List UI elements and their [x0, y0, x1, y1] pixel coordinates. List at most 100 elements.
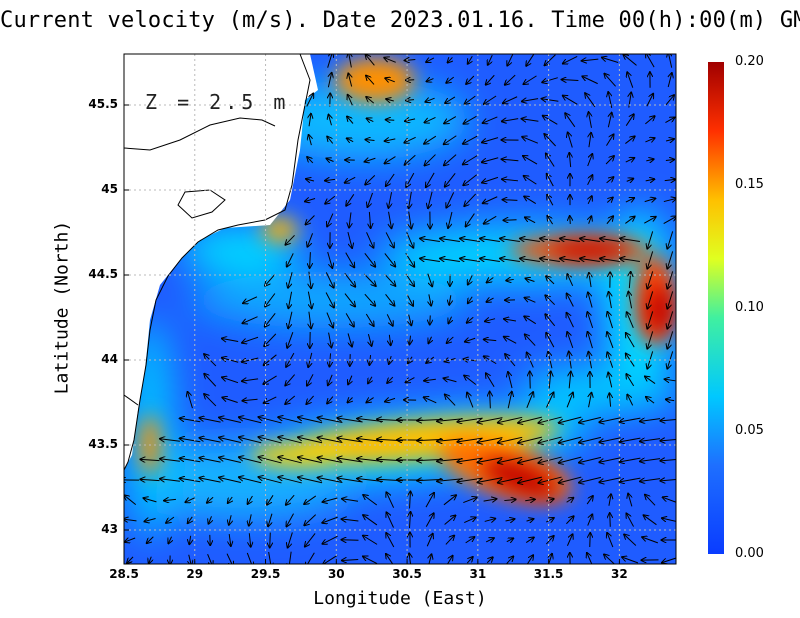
- velocity-arrow: [559, 416, 582, 423]
- velocity-arrow: [409, 314, 412, 326]
- velocity-arrow: [666, 399, 675, 400]
- velocity-arrow: [667, 331, 674, 348]
- velocity-arrow: [625, 136, 634, 144]
- velocity-arrow: [589, 112, 592, 128]
- velocity-arrow: [538, 436, 562, 443]
- velocity-arrow: [590, 533, 591, 548]
- velocity-arrow: [168, 536, 171, 544]
- velocity-arrow: [305, 199, 316, 202]
- velocity-arrow: [560, 239, 580, 242]
- velocity-arrow: [405, 154, 416, 165]
- velocity-arrow: [522, 137, 539, 144]
- velocity-arrow: [500, 259, 520, 262]
- velocity-arrow: [647, 251, 654, 268]
- velocity-arrow: [409, 553, 411, 564]
- velocity-arrow: [429, 294, 431, 305]
- velocity-arrow: [347, 333, 352, 346]
- x-axis-label: Longitude (East): [313, 588, 487, 609]
- velocity-arrow: [365, 175, 376, 184]
- velocity-arrow: [482, 157, 499, 163]
- velocity-arrow: [259, 417, 282, 424]
- velocity-arrow: [543, 116, 558, 125]
- velocity-arrow: [444, 516, 456, 525]
- velocity-arrow: [149, 556, 152, 564]
- velocity-arrow: [365, 158, 376, 161]
- velocity-arrow: [242, 399, 258, 401]
- velocity-arrow: [287, 253, 294, 266]
- velocity-arrow: [449, 295, 451, 305]
- velocity-arrow: [309, 114, 311, 127]
- velocity-arrow: [367, 118, 374, 121]
- velocity-arrow: [366, 76, 375, 85]
- velocity-arrow: [647, 311, 654, 328]
- velocity-arrow: [538, 476, 562, 483]
- velocity-arrow: [624, 534, 637, 546]
- velocity-arrow: [144, 519, 156, 522]
- velocity-arrow: [547, 174, 554, 187]
- velocity-arrow: [500, 239, 520, 242]
- velocity-arrow: [484, 215, 497, 223]
- velocity-arrow: [448, 211, 453, 228]
- velocity-arrow: [366, 55, 375, 66]
- y-tick-label: 44: [101, 352, 118, 366]
- velocity-arrow: [640, 459, 661, 462]
- velocity-arrow: [447, 336, 454, 343]
- velocity-arrow: [667, 311, 674, 328]
- velocity-arrow: [465, 537, 475, 544]
- velocity-arrow: [278, 457, 302, 464]
- velocity-arrow: [278, 417, 302, 424]
- velocity-arrow: [467, 393, 474, 408]
- velocity-arrow: [288, 291, 291, 308]
- velocity-arrow: [199, 458, 221, 463]
- velocity-arrow: [264, 396, 277, 403]
- velocity-arrow: [663, 497, 676, 503]
- velocity-arrow: [483, 116, 498, 123]
- velocity-arrow: [620, 259, 640, 262]
- velocity-arrow: [563, 96, 578, 105]
- velocity-arrow: [265, 274, 276, 285]
- velocity-arrow: [478, 437, 503, 443]
- velocity-arrow: [566, 393, 573, 408]
- velocity-arrow: [323, 555, 338, 564]
- velocity-arrow: [368, 376, 372, 384]
- velocity-arrow: [249, 533, 250, 546]
- velocity-arrow: [465, 95, 476, 104]
- velocity-arrow: [579, 456, 602, 462]
- velocity-arrow: [502, 179, 519, 181]
- velocity-arrow: [349, 212, 351, 227]
- velocity-arrow: [322, 535, 338, 544]
- velocity-arrow: [589, 393, 592, 408]
- colorbar-tick-label: 0.15: [735, 177, 764, 192]
- velocity-arrow: [468, 296, 472, 303]
- velocity-arrow: [668, 54, 671, 68]
- velocity-arrow: [424, 379, 436, 380]
- velocity-arrow: [662, 557, 676, 562]
- velocity-arrow: [369, 211, 370, 228]
- velocity-arrow: [587, 312, 594, 329]
- velocity-arrow: [569, 153, 570, 168]
- velocity-arrow: [559, 456, 582, 463]
- velocity-arrow: [199, 418, 221, 423]
- velocity-arrow: [623, 55, 637, 66]
- speed-field: [124, 54, 676, 564]
- velocity-arrow: [498, 456, 523, 462]
- velocity-arrow: [668, 73, 672, 88]
- velocity-arrow: [307, 374, 314, 385]
- velocity-arrow: [259, 477, 282, 484]
- velocity-arrow: [322, 516, 338, 523]
- velocity-arrow: [386, 512, 394, 528]
- velocity-arrow: [239, 437, 262, 444]
- velocity-arrow: [563, 55, 578, 63]
- velocity-arrow: [644, 515, 657, 526]
- colorbar-tick-label: 0.10: [735, 300, 764, 315]
- velocity-arrow: [239, 417, 262, 424]
- velocity-arrow: [160, 479, 180, 481]
- velocity-arrow: [580, 259, 600, 262]
- velocity-arrow: [569, 372, 571, 389]
- velocity-arrow: [587, 154, 593, 167]
- velocity-arrow: [627, 395, 634, 406]
- velocity-arrow: [446, 556, 452, 564]
- velocity-arrow: [125, 538, 136, 542]
- colorbar-tick-label: 0.05: [735, 423, 764, 438]
- velocity-arrow: [600, 259, 620, 262]
